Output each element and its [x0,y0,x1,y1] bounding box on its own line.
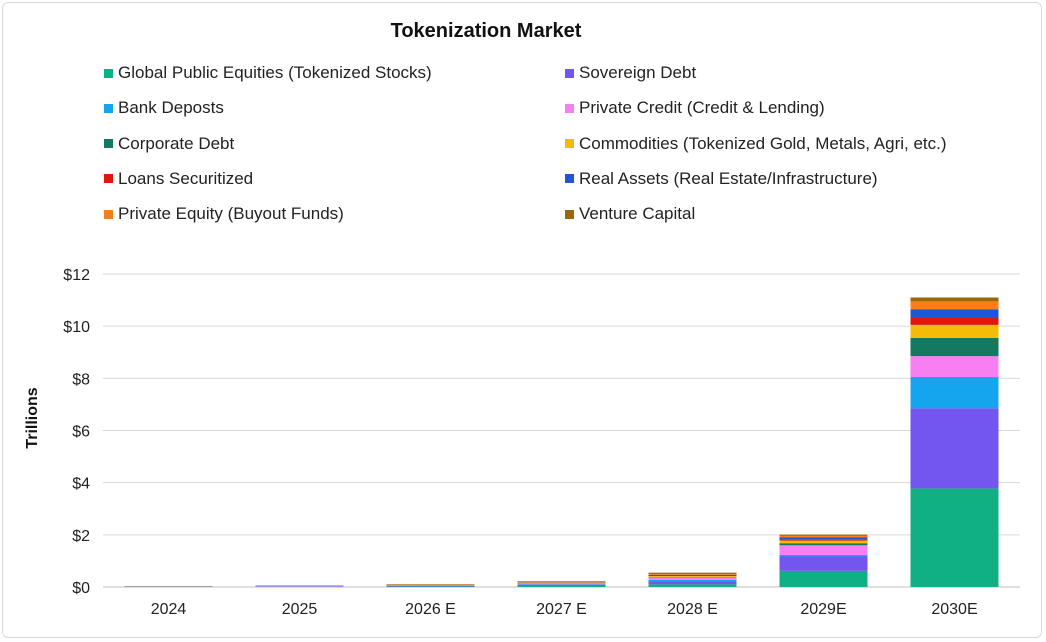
bar-segment [910,317,999,325]
bar-segment [910,337,999,357]
bar-segment [910,297,999,302]
bar-segment [779,545,868,555]
legend-label: Private Equity (Buyout Funds) [118,204,344,224]
bar-segment [648,575,737,577]
y-axis-label: Trillions [24,387,41,448]
x-axis-ticks: 2024 2025 2026 E 2027 E 2028 E 2029E 2030E [151,601,978,618]
legend-item: Loans Securitized [104,169,253,189]
bar-segment [910,356,999,378]
y-tick-label: $0 [72,580,90,597]
bar-segment [517,584,606,586]
bar-segment [648,574,737,576]
x-tick-label: 2029E [800,601,846,618]
legend-item: Venture Capital [565,204,695,224]
x-tick-label: 2025 [282,601,318,618]
y-tick-label: $4 [72,476,90,493]
legend-item: Corporate Debt [104,134,234,154]
bars [124,297,999,587]
bar-segment [517,584,606,585]
bar-segment [648,576,737,578]
legend-swatch [104,68,113,78]
legend-swatch [565,68,574,78]
bar-segment [648,581,737,585]
bar-segment [779,534,868,536]
bar-segment [648,584,737,587]
bar-segment [910,324,999,338]
legend-swatch [104,174,113,184]
legend-label: Bank Deposts [118,98,224,118]
bar-segment [779,537,868,540]
bar-segment [910,301,999,310]
bar-segment [648,576,737,577]
x-tick-label: 2028 E [667,601,718,618]
legend-swatch [565,174,574,184]
bar-segment [779,535,868,538]
legend-label: Corporate Debt [118,133,235,153]
bar-segment [648,579,737,582]
y-axis-ticks: $0 $2 $4 $6 $8 $10 $12 [63,267,90,597]
legend-swatch [104,209,113,219]
legend-label: Private Credit (Credit & Lending) [579,98,825,118]
x-tick-label: 2030E [931,601,977,618]
legend-swatch [104,139,113,149]
legend-swatch [565,209,574,219]
y-tick-label: $12 [63,267,90,284]
legend-item: Bank Deposts [104,98,224,118]
legend-item: Global Public Equities (Tokenized Stocks… [104,63,432,83]
bar-segment [517,581,606,583]
chart-title: Tokenization Market [390,20,582,42]
bar-segment [779,554,868,557]
legend-item: Private Credit (Credit & Lending) [565,98,825,118]
x-tick-label: 2026 E [405,601,456,618]
bar-segment [779,570,868,587]
legend-label: Commodities (Tokenized Gold, Metals, Agr… [579,133,947,153]
legend-item: Commodities (Tokenized Gold, Metals, Agr… [565,134,947,154]
bar-segment [648,577,737,580]
legend-label: Real Assets (Real Estate/Infrastructure) [579,168,878,188]
bar-segment [517,583,606,585]
legend-swatch [565,139,574,149]
bar-segment [648,573,737,575]
bar-segment [910,309,999,318]
y-tick-label: $10 [63,319,90,336]
y-tick-label: $6 [72,424,90,441]
bar-segment [386,586,475,587]
legend-item: Real Assets (Real Estate/Infrastructure) [565,169,878,189]
x-tick-label: 2024 [151,601,187,618]
bar-segment [910,377,999,409]
bar-segment [386,585,475,587]
legend-label: Global Public Equities (Tokenized Stocks… [118,63,432,82]
legend-item: Private Equity (Buyout Funds) [104,204,344,224]
bar-segment [779,543,868,546]
x-tick-label: 2027 E [536,601,587,618]
y-tick-label: $8 [72,371,90,388]
legend-swatch [565,103,574,113]
gridlines [103,273,1020,588]
legend-item: Sovereign Debt [565,63,696,83]
legend-swatch [104,103,113,113]
bar-segment [779,540,868,544]
legend-label: Loans Securitized [118,168,254,188]
legend-label: Venture Capital [579,204,696,224]
legend-label: Sovereign Debt [579,63,697,82]
bar-segment [779,539,868,541]
bar-segment [779,556,868,571]
bar-segment [648,572,737,574]
bar-segment [910,488,999,587]
bar-segment [517,585,606,587]
y-tick-label: $2 [72,528,90,545]
bar-segment [910,408,999,489]
